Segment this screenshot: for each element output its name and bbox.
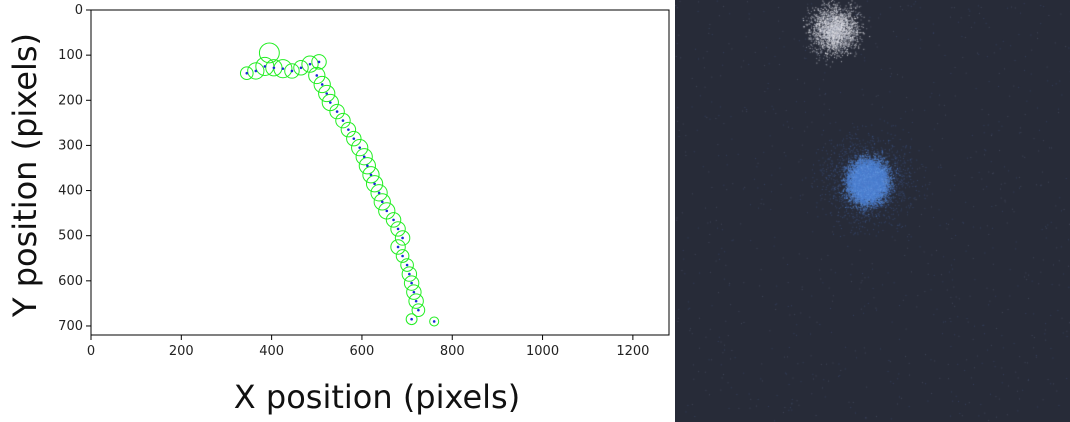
detection-point [417,308,420,312]
detection-point [414,299,418,303]
detection-point [385,209,389,213]
x-tick-label: 800 [440,344,465,359]
detection-circle [400,258,414,272]
detection-circle [351,139,369,157]
detection-circle [311,54,327,70]
detection-point [410,281,413,285]
detection-point [396,227,400,231]
detection-point [432,320,436,323]
detection-points [245,60,436,323]
y-axis-title: Y position (pixels) [6,33,44,318]
detection-point [341,119,345,122]
plot-frame [90,9,670,336]
detection-point [377,191,381,195]
detection-point [366,164,369,168]
detection-point [410,317,413,321]
detection-point [308,62,312,66]
detection-point [362,155,366,159]
detection-circle [394,230,411,246]
detection-circle [373,193,391,211]
detection-point [401,254,404,258]
detection-point [335,110,339,113]
detection-circle [403,275,420,291]
detection-circle [346,130,362,147]
y-tick-label: 200 [58,93,83,108]
detection-point [281,67,285,70]
y-axis-ticks: 0 100 200 300 400 500 600 700 [58,3,91,334]
y-tick-label: 700 [58,319,83,334]
detection-point [358,146,361,149]
trajectory-plot-panel: 0 200 400 600 800 1000 1200 0 100 200 300 400 500 60… [0,0,675,422]
detection-point [245,71,249,75]
detection-circle [301,55,319,73]
detection-circle [358,157,376,175]
detection-circle [318,84,336,103]
detection-point [329,101,332,104]
detection-circle [401,266,418,282]
detection-circle [405,313,418,326]
detection-circle [329,103,345,120]
detection-circle [408,293,424,309]
detection-circle [390,239,406,255]
x-tick-label: 400 [259,344,284,359]
detection-point [396,245,400,249]
detection-point [317,60,321,64]
detection-circle [335,112,351,129]
detection-circle [293,60,309,76]
detection-point [401,236,404,240]
detection-point [315,74,319,77]
tracking-image-panel [675,0,1070,422]
detection-circle [247,62,265,80]
detection-point [408,272,411,276]
detection-circle [411,303,426,317]
detection-circle [239,66,254,81]
detection-point [272,66,276,70]
detection-circle [258,42,280,64]
y-tick-label: 500 [58,229,83,244]
detection-circle [340,121,357,138]
x-tick-label: 200 [169,344,194,359]
detection-circle [390,221,406,237]
detection-point [352,137,356,140]
detection-point [380,200,384,204]
x-tick-label: 1200 [616,344,649,359]
detection-point [369,173,373,177]
detection-point [320,83,324,86]
y-tick-label: 100 [58,48,83,63]
detection-point [392,218,395,222]
detection-point [263,65,267,68]
detection-point [299,66,303,70]
tracking-image [675,0,1070,422]
x-axis-title: X position (pixels) [234,378,520,416]
detection-circle [362,166,380,184]
y-tick-label: 0 [75,3,83,18]
detection-point [405,263,409,267]
y-tick-label: 400 [58,184,83,199]
detection-point [254,69,258,73]
detection-circle [284,63,300,79]
y-tick-label: 300 [58,138,83,153]
detection-circle [385,212,402,228]
detection-circle [355,148,373,166]
y-tick-label: 600 [58,274,83,289]
detection-point [290,69,294,73]
x-tick-label: 600 [350,344,375,359]
detection-point [373,182,376,186]
trajectory-plot: 0 200 400 600 800 1000 1200 0 100 200 300 400 500 60… [6,3,670,416]
detection-circle [395,249,410,263]
x-tick-label: 1000 [526,344,559,359]
detection-circle [406,284,422,300]
detection-circle [370,184,388,202]
detection-circle [313,75,331,94]
detection-circle [429,316,440,327]
detection-point [347,128,350,131]
x-axis-ticks: 0 200 400 600 800 1000 1200 [87,335,649,359]
detection-point [325,92,329,95]
detection-point [412,290,416,294]
detection-circle [308,66,326,85]
detection-circle [365,175,384,193]
x-tick-label: 0 [87,344,95,359]
detection-circles [239,42,440,327]
